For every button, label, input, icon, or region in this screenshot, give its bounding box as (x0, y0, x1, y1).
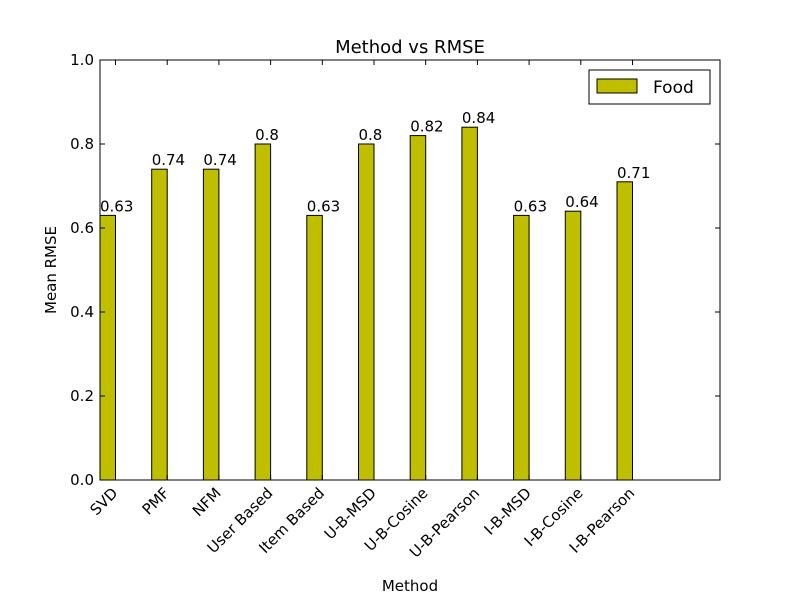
x-axis-label: Method (382, 577, 438, 595)
bars-layer: 0.63 0.74 0.74 0.8 0.63 0.8 0.82 0.84 0.63 0.64 0.… (99, 109, 650, 481)
bar-u-b-pearson (461, 126, 478, 481)
data-label-u-b-cosine: 0.82 (410, 118, 443, 136)
data-label-nfm: 0.74 (203, 151, 236, 169)
bar-u-b-cosine (409, 135, 427, 481)
bar-i-b-msd (513, 214, 530, 481)
y-tick-label: 0.4 (70, 303, 94, 321)
data-label-item-based: 0.63 (307, 197, 340, 215)
bar-pmf (151, 168, 168, 481)
data-label-user-based: 0.8 (255, 126, 279, 144)
bar-i-b-cosine (564, 210, 582, 481)
legend-entry-food: Food (653, 78, 694, 98)
y-tick-label: 1.0 (70, 51, 94, 69)
chart-title: Method vs RMSE (335, 37, 485, 58)
data-label-pmf: 0.74 (152, 151, 185, 169)
y-tick-label: 0.2 (70, 387, 94, 405)
data-label-i-b-pearson: 0.71 (617, 164, 650, 182)
bar-i-b-pearson (616, 181, 633, 481)
y-axis-label: Mean RMSE (42, 226, 60, 314)
data-label-u-b-pearson: 0.84 (462, 109, 495, 127)
data-label-i-b-cosine: 0.64 (565, 193, 598, 211)
x-tick-label-nfm: NFM (189, 484, 225, 520)
plot-frame (99, 59, 721, 481)
x-tick-label-svd: SVD (86, 484, 121, 519)
bar-nfm (202, 168, 220, 481)
bar-svd (99, 214, 116, 481)
x-tick-label-pmf: PMF (139, 484, 173, 518)
y-tick-label: 0.0 (70, 471, 94, 489)
data-label-svd: 0.63 (100, 197, 133, 215)
data-label-i-b-msd: 0.63 (514, 197, 547, 215)
bar-u-b-msd (358, 143, 375, 481)
legend-swatch (596, 78, 638, 94)
legend: Food (588, 69, 711, 105)
y-tick-label: 0.8 (70, 135, 94, 153)
bar-item-based (306, 214, 323, 481)
data-label-u-b-msd: 0.8 (359, 126, 383, 144)
bar-user-based (254, 143, 272, 481)
y-tick-label: 0.6 (70, 219, 94, 237)
